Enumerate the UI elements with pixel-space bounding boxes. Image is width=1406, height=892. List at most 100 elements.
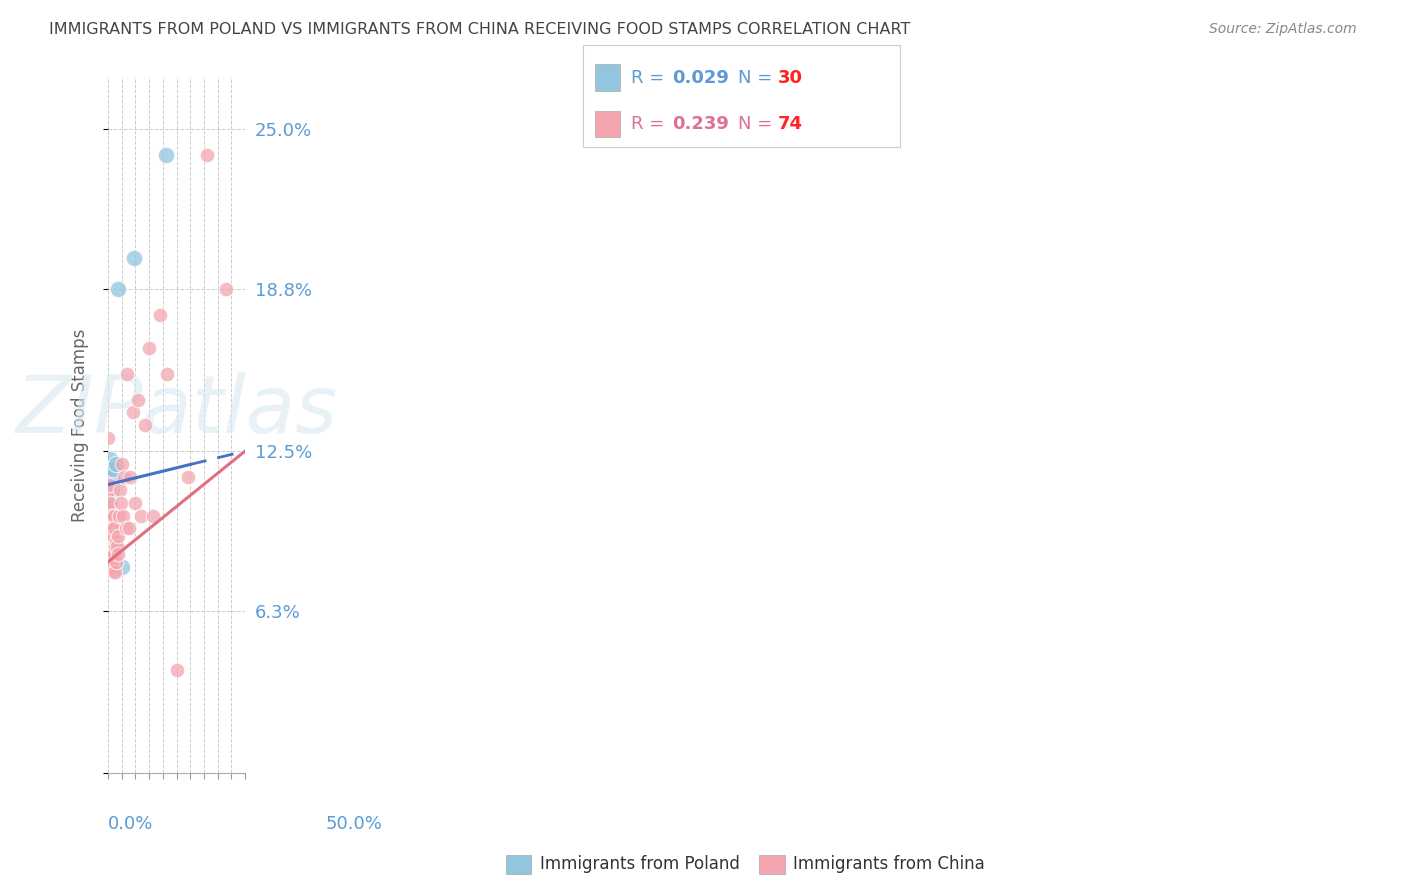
Point (138, 341, 160, 355)
Point (97, 477, 120, 491)
Text: IMMIGRANTS FROM POLAND VS IMMIGRANTS FROM CHINA RECEIVING FOOD STAMPS CORRELATIO: IMMIGRANTS FROM POLAND VS IMMIGRANTS FRO… (49, 22, 911, 37)
Point (100, 470, 122, 484)
Point (97, 540, 120, 554)
Point (98, 488, 121, 502)
Point (98, 470, 121, 484)
Point (114, 470, 136, 484)
Point (98, 462, 121, 476)
Point (101, 534, 124, 549)
Point (98, 547, 121, 561)
Text: 30: 30 (778, 69, 803, 87)
Point (115, 367, 138, 381)
Point (98, 462, 121, 476)
Point (98, 555, 121, 569)
Point (98, 560, 121, 574)
Point (176, 470, 198, 484)
Point (117, 521, 139, 535)
Point (105, 534, 128, 549)
Point (121, 405, 143, 419)
Point (98, 521, 121, 535)
Point (98, 477, 121, 491)
Point (97, 483, 120, 497)
Point (98, 477, 121, 491)
Text: 0.029: 0.029 (672, 69, 728, 87)
Point (98, 540, 121, 554)
Point (101, 521, 124, 535)
Point (103, 508, 125, 523)
Point (100, 560, 122, 574)
Text: N =: N = (738, 69, 778, 87)
Point (100, 521, 122, 535)
Point (100, 521, 122, 535)
Point (97, 462, 120, 476)
Text: Immigrants from Poland: Immigrants from Poland (540, 855, 740, 873)
Point (100, 477, 122, 491)
Point (98, 521, 121, 535)
Point (98, 495, 121, 509)
Point (100, 488, 122, 502)
Point (97, 488, 120, 502)
Point (105, 540, 128, 554)
Point (98, 508, 121, 523)
Point (100, 555, 122, 569)
Point (155, 147, 177, 161)
Point (215, 282, 238, 296)
Point (103, 547, 125, 561)
Point (100, 555, 122, 569)
Point (103, 521, 125, 535)
Point (134, 418, 156, 433)
Point (97, 483, 120, 497)
Point (108, 508, 131, 523)
Text: Source: ZipAtlas.com: Source: ZipAtlas.com (1209, 22, 1357, 37)
Point (100, 534, 122, 549)
Point (111, 560, 134, 574)
Point (98, 451, 121, 466)
Point (100, 470, 122, 484)
Point (103, 534, 125, 549)
Point (100, 547, 122, 561)
Point (107, 529, 129, 543)
Point (111, 457, 134, 471)
Point (114, 521, 136, 535)
Point (101, 560, 124, 574)
Text: 50.0%: 50.0% (325, 815, 382, 833)
Point (110, 495, 132, 509)
Point (100, 508, 122, 523)
Point (103, 547, 125, 561)
Point (166, 663, 188, 677)
Text: 74: 74 (778, 115, 803, 133)
Point (101, 470, 124, 484)
Point (103, 547, 125, 561)
Point (100, 529, 122, 543)
Text: ZIPatlas: ZIPatlas (15, 372, 337, 450)
Point (101, 560, 124, 574)
Point (108, 483, 131, 497)
Point (104, 555, 127, 569)
Point (104, 540, 127, 554)
Point (127, 392, 149, 407)
Point (112, 508, 135, 523)
Point (142, 508, 165, 523)
Point (98, 495, 121, 509)
Point (98, 521, 121, 535)
Point (101, 534, 124, 549)
Point (98, 555, 121, 569)
Point (101, 462, 124, 476)
Point (124, 495, 146, 509)
Point (97, 495, 120, 509)
Point (98, 470, 121, 484)
Point (97, 431, 120, 445)
Point (101, 540, 124, 554)
Point (118, 470, 141, 484)
Point (98, 514, 121, 528)
Point (100, 547, 122, 561)
Text: 0.239: 0.239 (672, 115, 728, 133)
Y-axis label: Receiving Food Stamps: Receiving Food Stamps (72, 328, 89, 522)
Point (97, 521, 120, 535)
Point (101, 565, 124, 579)
Point (98, 508, 121, 523)
Text: N =: N = (738, 115, 778, 133)
Point (107, 547, 129, 561)
Text: R =: R = (631, 115, 671, 133)
Point (100, 521, 122, 535)
